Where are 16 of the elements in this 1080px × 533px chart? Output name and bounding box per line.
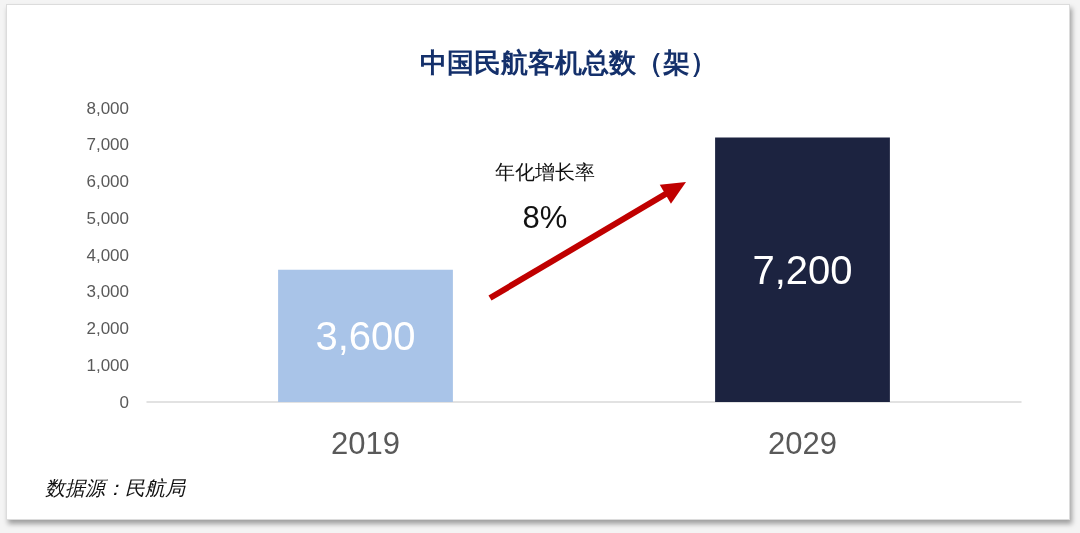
data-label: 3,600 — [315, 313, 416, 358]
y-tick-label: 5,000 — [86, 208, 129, 228]
y-tick-label: 1,000 — [86, 355, 129, 375]
x-tick-label: 2029 — [768, 426, 837, 461]
data-label: 7,200 — [752, 247, 853, 292]
y-tick-label: 7,000 — [86, 135, 129, 155]
x-tick-label: 2019 — [331, 426, 400, 461]
annotation: 年化增长率 8% — [495, 161, 595, 235]
y-tick-label: 0 — [119, 392, 129, 412]
y-tick-label: 2,000 — [86, 319, 129, 338]
y-tick-label: 4,000 — [86, 245, 129, 265]
y-tick-label: 3,000 — [86, 282, 129, 302]
chart-title: 中国民航客机总数（架） — [419, 47, 717, 78]
y-tick-label: 8,000 — [86, 98, 129, 118]
text: 数据源：民航局 — [45, 477, 187, 499]
y-tick-label: 6,000 — [86, 172, 129, 191]
